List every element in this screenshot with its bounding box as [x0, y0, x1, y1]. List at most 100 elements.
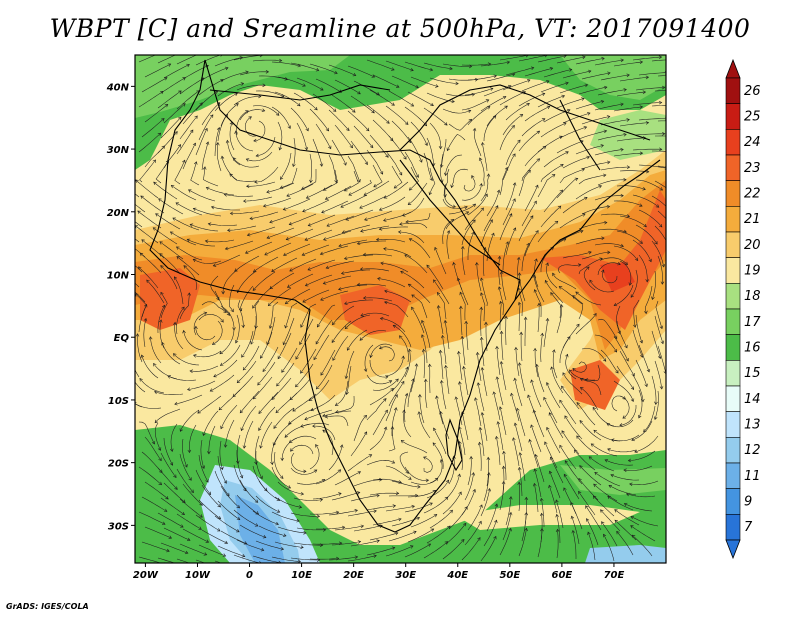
streamline-arrow: [158, 481, 163, 486]
streamline: [155, 213, 181, 230]
streamline-arrow: [122, 194, 125, 197]
streamline-arrow: [275, 112, 280, 116]
streamline-arrow: [456, 277, 461, 282]
streamline-arrow: [218, 406, 223, 411]
streamline: [179, 453, 192, 481]
streamline-arrow: [603, 129, 608, 134]
streamline: [593, 495, 615, 517]
streamline-arrow: [460, 245, 465, 250]
streamline-arrow: [202, 566, 205, 569]
streamline-arrow: [464, 320, 468, 325]
streamline: [496, 376, 504, 406]
streamline-arrow: [452, 261, 456, 266]
streamline-arrow: [658, 55, 663, 59]
streamline-arrow: [266, 341, 270, 346]
streamline: [214, 290, 230, 316]
streamline-arrow: [363, 431, 368, 435]
streamline: [320, 290, 349, 301]
streamline-arrow: [197, 410, 201, 414]
streamline: [480, 536, 497, 562]
streamline-arrow: [460, 335, 465, 340]
streamline-arrow: [602, 173, 607, 178]
streamline: [616, 320, 628, 348]
streamline-arrow: [607, 250, 611, 255]
streamline: [258, 406, 276, 431]
streamline: [603, 534, 615, 562]
streamline-arrow: [365, 127, 370, 132]
streamline: [141, 118, 165, 138]
streamline-arrow: [548, 470, 553, 475]
streamline: [366, 374, 392, 385]
streamline-arrow: [116, 224, 119, 227]
streamline: [143, 318, 147, 348]
streamline: [182, 102, 203, 125]
streamline-arrow: [599, 257, 603, 261]
streamline-arrow: [586, 518, 590, 522]
streamline: [559, 84, 588, 94]
streamline-arrow: [254, 180, 258, 184]
streamline-arrow: [225, 139, 230, 144]
streamline-arrow: [527, 79, 531, 83]
streamline-arrow: [314, 106, 318, 111]
streamline-arrow: [427, 363, 432, 367]
streamline: [353, 80, 380, 96]
streamline-arrow: [379, 477, 383, 482]
streamline: [519, 452, 526, 482]
streamline: [312, 542, 342, 545]
streamline-arrow: [364, 161, 368, 166]
streamline-arrow: [344, 375, 349, 380]
streamline: [138, 91, 164, 108]
streamline: [179, 543, 207, 556]
red-sea-coast: [399, 159, 501, 266]
lat-tick-label: 20N: [107, 208, 130, 219]
streamline: [502, 241, 509, 271]
streamline-arrow: [418, 394, 422, 398]
streamline-arrow: [495, 376, 500, 380]
streamline: [467, 106, 491, 126]
streamline: [291, 452, 307, 472]
streamline-arrow: [544, 441, 548, 445]
streamline-arrow: [577, 263, 582, 267]
streamline: [461, 99, 489, 111]
streamline-arrow: [304, 283, 309, 287]
streamline: [249, 211, 279, 219]
streamline: [331, 320, 352, 343]
streamline: [634, 435, 659, 453]
streamline: [360, 312, 390, 317]
streamline-arrow: [527, 169, 531, 174]
streamline: [171, 185, 197, 201]
streamline: [608, 485, 637, 496]
streamline: [408, 182, 428, 205]
streamline: [463, 175, 476, 192]
streamline: [588, 456, 615, 472]
streamline-arrow: [223, 309, 227, 313]
streamline: [480, 96, 507, 112]
streamline: [269, 301, 279, 329]
streamline-arrow: [513, 422, 518, 426]
streamline-arrow: [246, 232, 251, 237]
streamline-arrow: [307, 267, 311, 271]
streamline: [657, 75, 666, 77]
streamline-arrow: [252, 305, 256, 309]
streamline: [578, 86, 607, 95]
streamline-arrow: [410, 68, 414, 72]
streamline-arrow: [190, 129, 194, 134]
streamline-arrow: [535, 184, 539, 189]
streamline-arrow: [146, 279, 150, 284]
streamline-arrow: [477, 441, 482, 446]
streamline-arrow: [464, 205, 468, 210]
streamline-arrow: [630, 386, 634, 390]
streamline-arrow: [508, 527, 512, 532]
streamline: [391, 367, 408, 392]
streamline-arrow: [593, 429, 597, 434]
streamline-arrow: [249, 216, 253, 221]
streamline: [632, 56, 662, 61]
streamline-arrow: [478, 520, 482, 525]
streamline-arrow: [259, 475, 263, 480]
streamline-arrow: [384, 289, 388, 294]
streamline-arrow: [569, 369, 573, 373]
streamline: [407, 136, 423, 163]
streamline: [524, 106, 550, 122]
streamline: [308, 214, 336, 226]
streamline-arrow: [628, 282, 633, 286]
